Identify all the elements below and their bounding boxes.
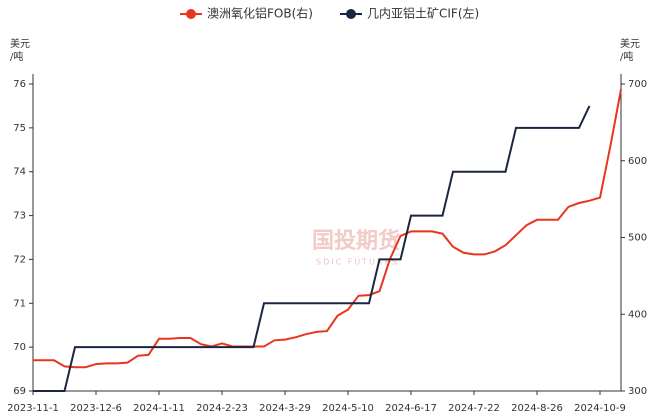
y2-tick-label: 700 xyxy=(628,79,647,90)
series-line xyxy=(33,105,591,392)
x-tick-label: 2023-12-6 xyxy=(70,403,122,414)
watermark: 国投期货 xyxy=(312,228,400,254)
legend-label: 几内亚铝土矿CIF(左) xyxy=(367,6,479,21)
y2-tick-label: 400 xyxy=(628,309,647,320)
y-axis-label: 美元 xyxy=(10,37,30,50)
y2-axis-label: 美元 xyxy=(620,37,640,50)
y-tick-label: 75 xyxy=(13,123,26,134)
x-tick-label: 2024-10-9 xyxy=(574,403,626,414)
x-tick-label: 2023-11-1 xyxy=(7,403,59,414)
y2-tick-label: 500 xyxy=(628,233,647,244)
y-tick-label: 70 xyxy=(13,342,26,353)
y2-tick-label: 300 xyxy=(628,386,647,397)
legend-label: 澳洲氧化铝FOB(右) xyxy=(207,6,313,21)
series-line xyxy=(33,89,622,369)
y-tick-label: 74 xyxy=(13,167,26,178)
y-tick-label: 72 xyxy=(13,254,26,265)
y-tick-label: 69 xyxy=(13,386,26,397)
x-tick-label: 2024-5-10 xyxy=(322,403,374,414)
y-tick-label: 76 xyxy=(13,79,26,90)
x-tick-label: 2024-6-17 xyxy=(385,403,437,414)
x-tick-label: 2024-3-29 xyxy=(259,403,311,414)
x-tick-label: 2024-8-26 xyxy=(511,403,563,414)
y2-tick-label: 600 xyxy=(628,156,647,167)
x-tick-label: 2024-2-23 xyxy=(196,403,248,414)
y-tick-label: 73 xyxy=(13,211,26,222)
x-tick-label: 2024-7-22 xyxy=(448,403,500,414)
watermark-en: SDIC FUTURES xyxy=(316,258,399,267)
y-tick-label: 71 xyxy=(13,298,26,309)
y2-axis-label: /吨 xyxy=(620,50,633,63)
x-tick-label: 2024-1-11 xyxy=(133,403,185,414)
y-axis-label: /吨 xyxy=(10,50,23,63)
legend-marker xyxy=(186,9,196,19)
legend-marker xyxy=(346,9,356,19)
